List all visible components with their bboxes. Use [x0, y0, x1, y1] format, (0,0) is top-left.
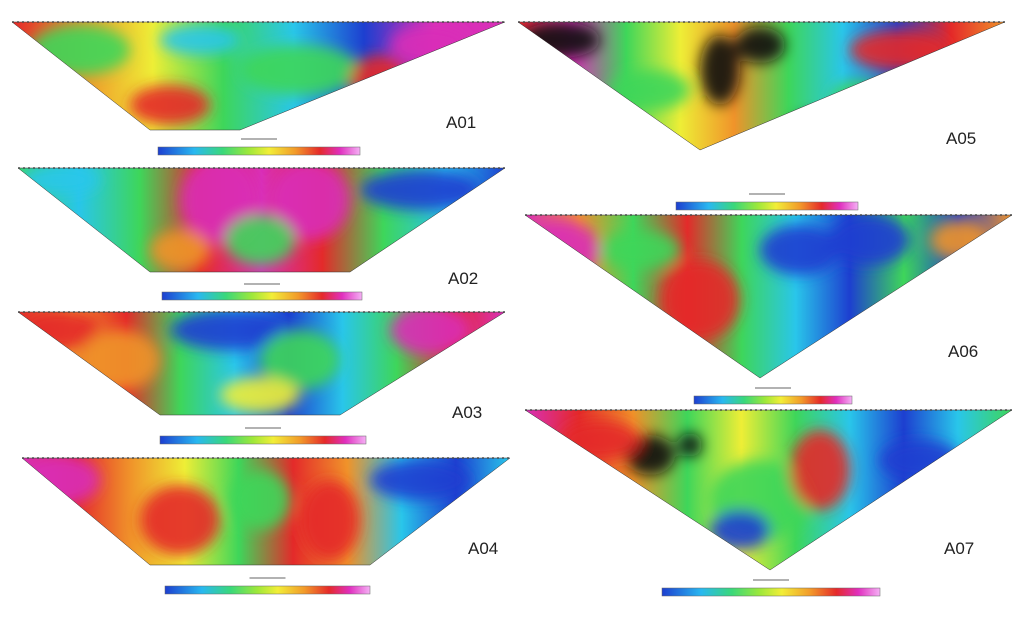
colorbar: [159, 435, 367, 445]
colorbar: [164, 585, 371, 595]
colorbar: [157, 146, 361, 156]
section-label: A07: [944, 539, 974, 558]
colorbar: [675, 201, 859, 211]
panel: A02: [17, 167, 506, 301]
colorbar: [661, 587, 881, 597]
section-outline: [21, 457, 511, 566]
section-label: A04: [468, 539, 498, 558]
panel: A04: [21, 457, 511, 595]
section-label: A06: [948, 342, 978, 361]
panel: A01: [11, 21, 506, 156]
section-label: A02: [448, 269, 478, 288]
panel: A03: [17, 311, 506, 445]
section-outline: [517, 21, 1006, 151]
panel: A07: [524, 409, 1013, 597]
colorbar: [693, 395, 853, 405]
section-label: A05: [946, 129, 976, 148]
section-label: A01: [446, 113, 476, 132]
section-outline: [17, 167, 506, 273]
section-outline: [524, 409, 1013, 571]
panel: A06: [524, 214, 1013, 405]
section-outline: [17, 311, 506, 416]
section-outline: [11, 21, 506, 131]
panel: A05: [517, 21, 1006, 211]
section-outline: [524, 214, 1013, 379]
section-label: A03: [452, 403, 482, 422]
colorbar: [161, 291, 363, 301]
